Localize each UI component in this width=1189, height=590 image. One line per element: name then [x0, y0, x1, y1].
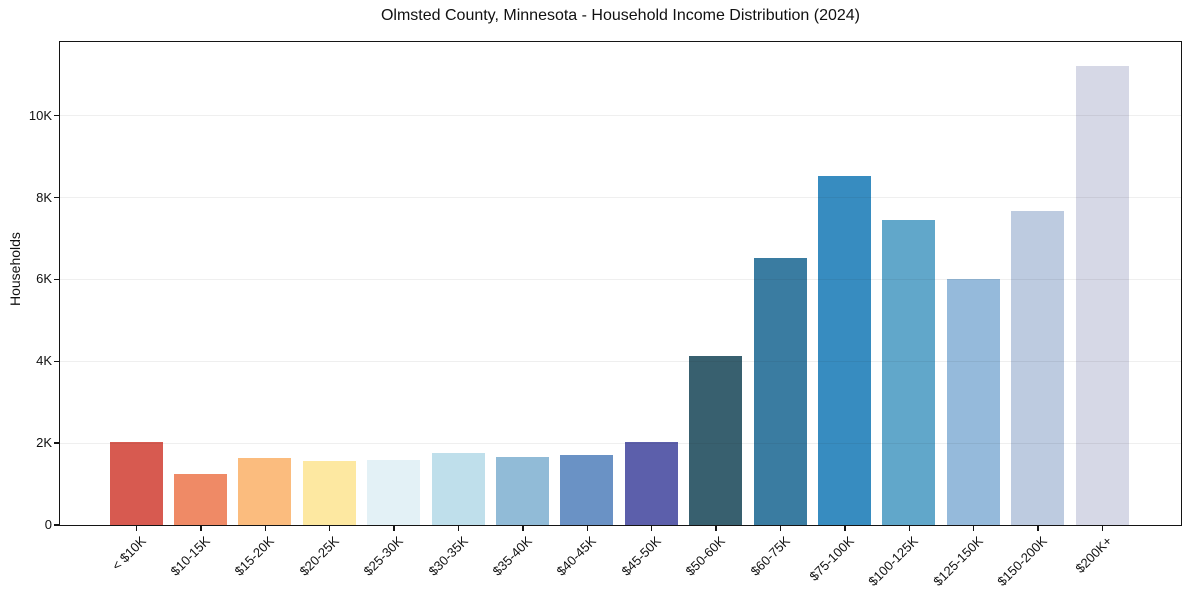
x-tick-mark — [972, 526, 975, 531]
bar — [173, 474, 227, 525]
y-tick-label: 8K — [36, 189, 52, 205]
bar — [946, 278, 1000, 525]
x-tick-label: $15-20K — [231, 533, 278, 579]
x-tick-label: $200K+ — [1071, 533, 1115, 576]
x-tick-mark — [264, 526, 267, 531]
x-tick-mark — [457, 526, 460, 531]
y-tick-mark — [54, 278, 59, 281]
bar — [560, 454, 614, 525]
bar — [624, 442, 678, 525]
y-tick-label: 0 — [44, 517, 52, 532]
bar — [431, 452, 485, 525]
plot-area — [58, 40, 1182, 526]
bar — [495, 456, 549, 525]
x-tick-mark — [586, 526, 589, 531]
x-tick-label: $25-30K — [360, 533, 406, 579]
y-tick-label: 10K — [28, 107, 52, 123]
x-tick-mark — [715, 526, 717, 531]
chart-title: Olmsted County, Minnesota - Household In… — [380, 7, 861, 24]
x-tick-mark — [200, 526, 202, 531]
x-tick-mark — [650, 526, 653, 531]
y-tick-mark — [54, 360, 59, 363]
y-tick-mark — [54, 442, 59, 444]
x-tick-label: $20-25K — [296, 533, 342, 579]
bar — [753, 258, 807, 525]
bar — [1075, 65, 1129, 525]
x-tick-label: $100-125K — [865, 533, 922, 589]
bar — [689, 356, 743, 525]
bars-layer — [60, 42, 1181, 525]
x-tick-label: $50-60K — [682, 533, 728, 579]
x-tick-label: $30-35K — [425, 533, 471, 579]
y-tick-mark — [54, 524, 59, 526]
bar — [817, 175, 871, 525]
bar — [238, 458, 292, 525]
bar — [882, 220, 936, 525]
x-tick-mark — [1101, 526, 1104, 531]
y-tick-label: 6K — [36, 271, 52, 287]
x-tick-label: $10-15K — [167, 533, 213, 579]
x-tick-label: $40-45K — [553, 533, 600, 579]
y-tick-mark — [54, 196, 59, 199]
x-tick-mark — [844, 526, 846, 531]
x-tick-mark — [135, 526, 138, 531]
x-tick-mark — [908, 526, 911, 531]
y-tick-label: 4K — [36, 353, 52, 369]
x-tick-mark — [1037, 526, 1039, 531]
bar — [1011, 210, 1065, 525]
x-tick-label: $35-40K — [489, 533, 535, 579]
x-tick-label: < $10K — [108, 533, 149, 574]
x-tick-mark — [522, 526, 524, 531]
y-tick-mark — [54, 114, 59, 117]
bar — [367, 459, 421, 525]
x-tick-label: $60-75K — [747, 533, 793, 579]
x-tick-label: $150-200K — [994, 533, 1050, 589]
bar — [109, 441, 163, 525]
x-tick-label: $45-50K — [618, 533, 664, 579]
x-tick-mark — [328, 526, 331, 531]
x-tick-mark — [779, 526, 782, 531]
x-tick-label: $75-100K — [806, 533, 857, 584]
x-tick-label: $125-150K — [929, 533, 986, 589]
x-tick-mark — [393, 526, 395, 531]
bar — [302, 460, 356, 525]
y-tick-label: 2K — [36, 435, 52, 451]
